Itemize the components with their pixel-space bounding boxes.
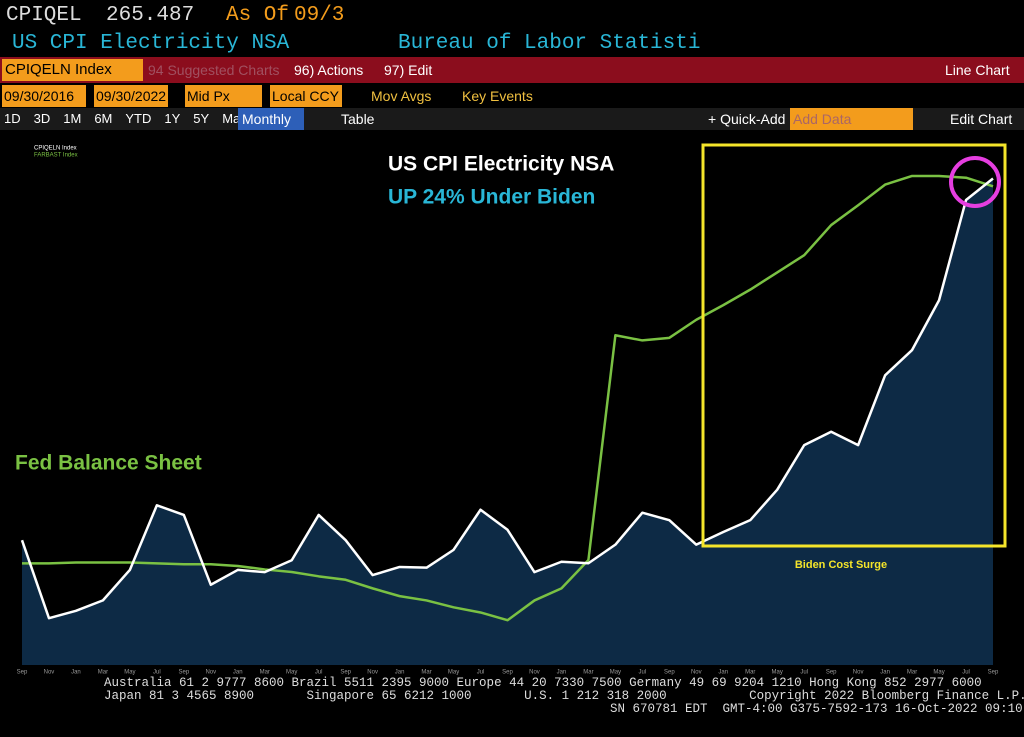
x-tick-label: Nov xyxy=(853,670,864,676)
series-line xyxy=(22,174,994,622)
x-tick-label: Jan xyxy=(395,670,405,676)
annotation: US CPI Electricity NSA xyxy=(388,153,614,176)
x-tick-label: Mar xyxy=(421,670,431,676)
x-tick-label: Mar xyxy=(745,670,755,676)
x-tick-label: Mar xyxy=(907,670,917,676)
x-tick-label: May xyxy=(448,670,459,676)
period-button[interactable]: 1Y xyxy=(164,111,181,126)
x-tick-label: Mar xyxy=(260,670,270,676)
menu-bar: CPIQELN Index 94 Suggested Charts 96) Ac… xyxy=(0,57,1024,83)
table-tab[interactable]: Table xyxy=(341,111,375,127)
edit-chart[interactable]: Edit Chart xyxy=(950,111,1013,127)
security-name: US CPI Electricity NSA xyxy=(12,32,290,55)
x-tick-label: Sep xyxy=(664,670,675,676)
legend-entry: CPIQELN Index xyxy=(34,146,77,152)
currency[interactable]: Local CCY xyxy=(270,85,342,107)
x-tick-label: Sep xyxy=(178,670,189,676)
x-tick-label: May xyxy=(772,670,783,676)
x-tick-label: Sep xyxy=(826,670,837,676)
x-tick-label: Nov xyxy=(691,670,702,676)
start-date[interactable]: 09/30/2016 xyxy=(2,85,86,107)
x-tick-label: Jul xyxy=(315,670,323,676)
x-tick-label: Jul xyxy=(962,670,970,676)
annotation: Biden Cost Surge xyxy=(795,559,887,571)
key-events[interactable]: Key Events xyxy=(462,88,533,104)
chart-type: Line Chart xyxy=(945,62,1010,78)
annotation: UP 24% Under Biden xyxy=(388,186,595,209)
x-tick-label: Jan xyxy=(71,670,81,676)
x-tick-label: May xyxy=(610,670,621,676)
period-button[interactable]: 3D xyxy=(33,111,51,126)
x-tick-label: Mar xyxy=(583,670,593,676)
highlight-box xyxy=(701,143,1007,548)
x-tick-label: Nov xyxy=(529,670,540,676)
security-field[interactable]: CPIQELN Index xyxy=(2,59,143,81)
period-button[interactable]: YTD xyxy=(125,111,152,126)
x-tick-label: Mar xyxy=(98,670,108,676)
x-tick-label: Sep xyxy=(340,670,351,676)
annotation: Fed Balance Sheet xyxy=(15,452,202,475)
x-tick-label: Sep xyxy=(988,670,999,676)
x-tick-label: Jul xyxy=(639,670,647,676)
x-tick-label: Nov xyxy=(44,670,55,676)
legend-entry: FARBAST Index xyxy=(34,153,78,159)
edit-menu[interactable]: 97) Edit xyxy=(384,62,433,78)
add-data[interactable]: Add Data xyxy=(790,108,913,130)
area-fill xyxy=(22,178,993,665)
footer-line: Japan 81 3 4565 8900 Singapore 65 6212 1… xyxy=(104,689,1024,703)
as-of: As Of xyxy=(226,4,290,27)
mov-avgs[interactable]: Mov Avgs xyxy=(371,88,432,104)
date: 09/3 xyxy=(294,4,345,27)
x-tick-label: May xyxy=(933,670,944,676)
period-button[interactable]: 1M xyxy=(63,111,82,126)
series-line xyxy=(20,177,994,620)
x-tick-label: Jul xyxy=(800,670,808,676)
period-button[interactable]: 5Y xyxy=(193,111,210,126)
actions-menu[interactable]: 96) Actions xyxy=(294,62,364,78)
period-button[interactable]: 1D xyxy=(4,111,21,126)
price-type[interactable]: Mid Px xyxy=(185,85,262,107)
x-tick-label: Jan xyxy=(233,670,243,676)
settings-bar: 09/30/2016 09/30/2022 Mid Px Local CCY M… xyxy=(0,85,1024,107)
source: Bureau of Labor Statisti xyxy=(398,32,701,55)
x-tick-label: May xyxy=(124,670,135,676)
x-tick-label: Nov xyxy=(205,670,216,676)
x-tick-label: Sep xyxy=(502,670,513,676)
highlight-circle xyxy=(949,156,1001,208)
x-tick-label: Jan xyxy=(557,670,567,676)
price: 265.487 xyxy=(106,4,195,27)
x-tick-label: Jul xyxy=(477,670,485,676)
suggested-charts[interactable]: 94 Suggested Charts xyxy=(148,62,280,78)
range-bar: 1D 3D 1M 6M YTD 1Y 5Y Max Monthly Table + Quick… xyxy=(0,108,1024,130)
x-tick-label: Nov xyxy=(367,670,378,676)
x-tick-label: Jul xyxy=(153,670,161,676)
end-date[interactable]: 09/30/2022 xyxy=(94,85,168,107)
x-tick-label: Jan xyxy=(880,670,890,676)
ticker: CPIQEL xyxy=(6,4,82,27)
quick-add[interactable]: + Quick-Add xyxy=(708,111,786,127)
footer-line: Australia 61 2 9777 8600 Brazil 5511 239… xyxy=(104,676,982,690)
period-button[interactable]: 6M xyxy=(94,111,113,126)
frequency[interactable]: Monthly xyxy=(238,108,304,130)
x-tick-label: May xyxy=(286,670,297,676)
footer-line: SN 670781 EDT GMT-4:00 G375-7592-173 16-… xyxy=(610,702,1024,716)
x-tick-label: Jan xyxy=(718,670,728,676)
x-tick-label: Sep xyxy=(17,670,28,676)
